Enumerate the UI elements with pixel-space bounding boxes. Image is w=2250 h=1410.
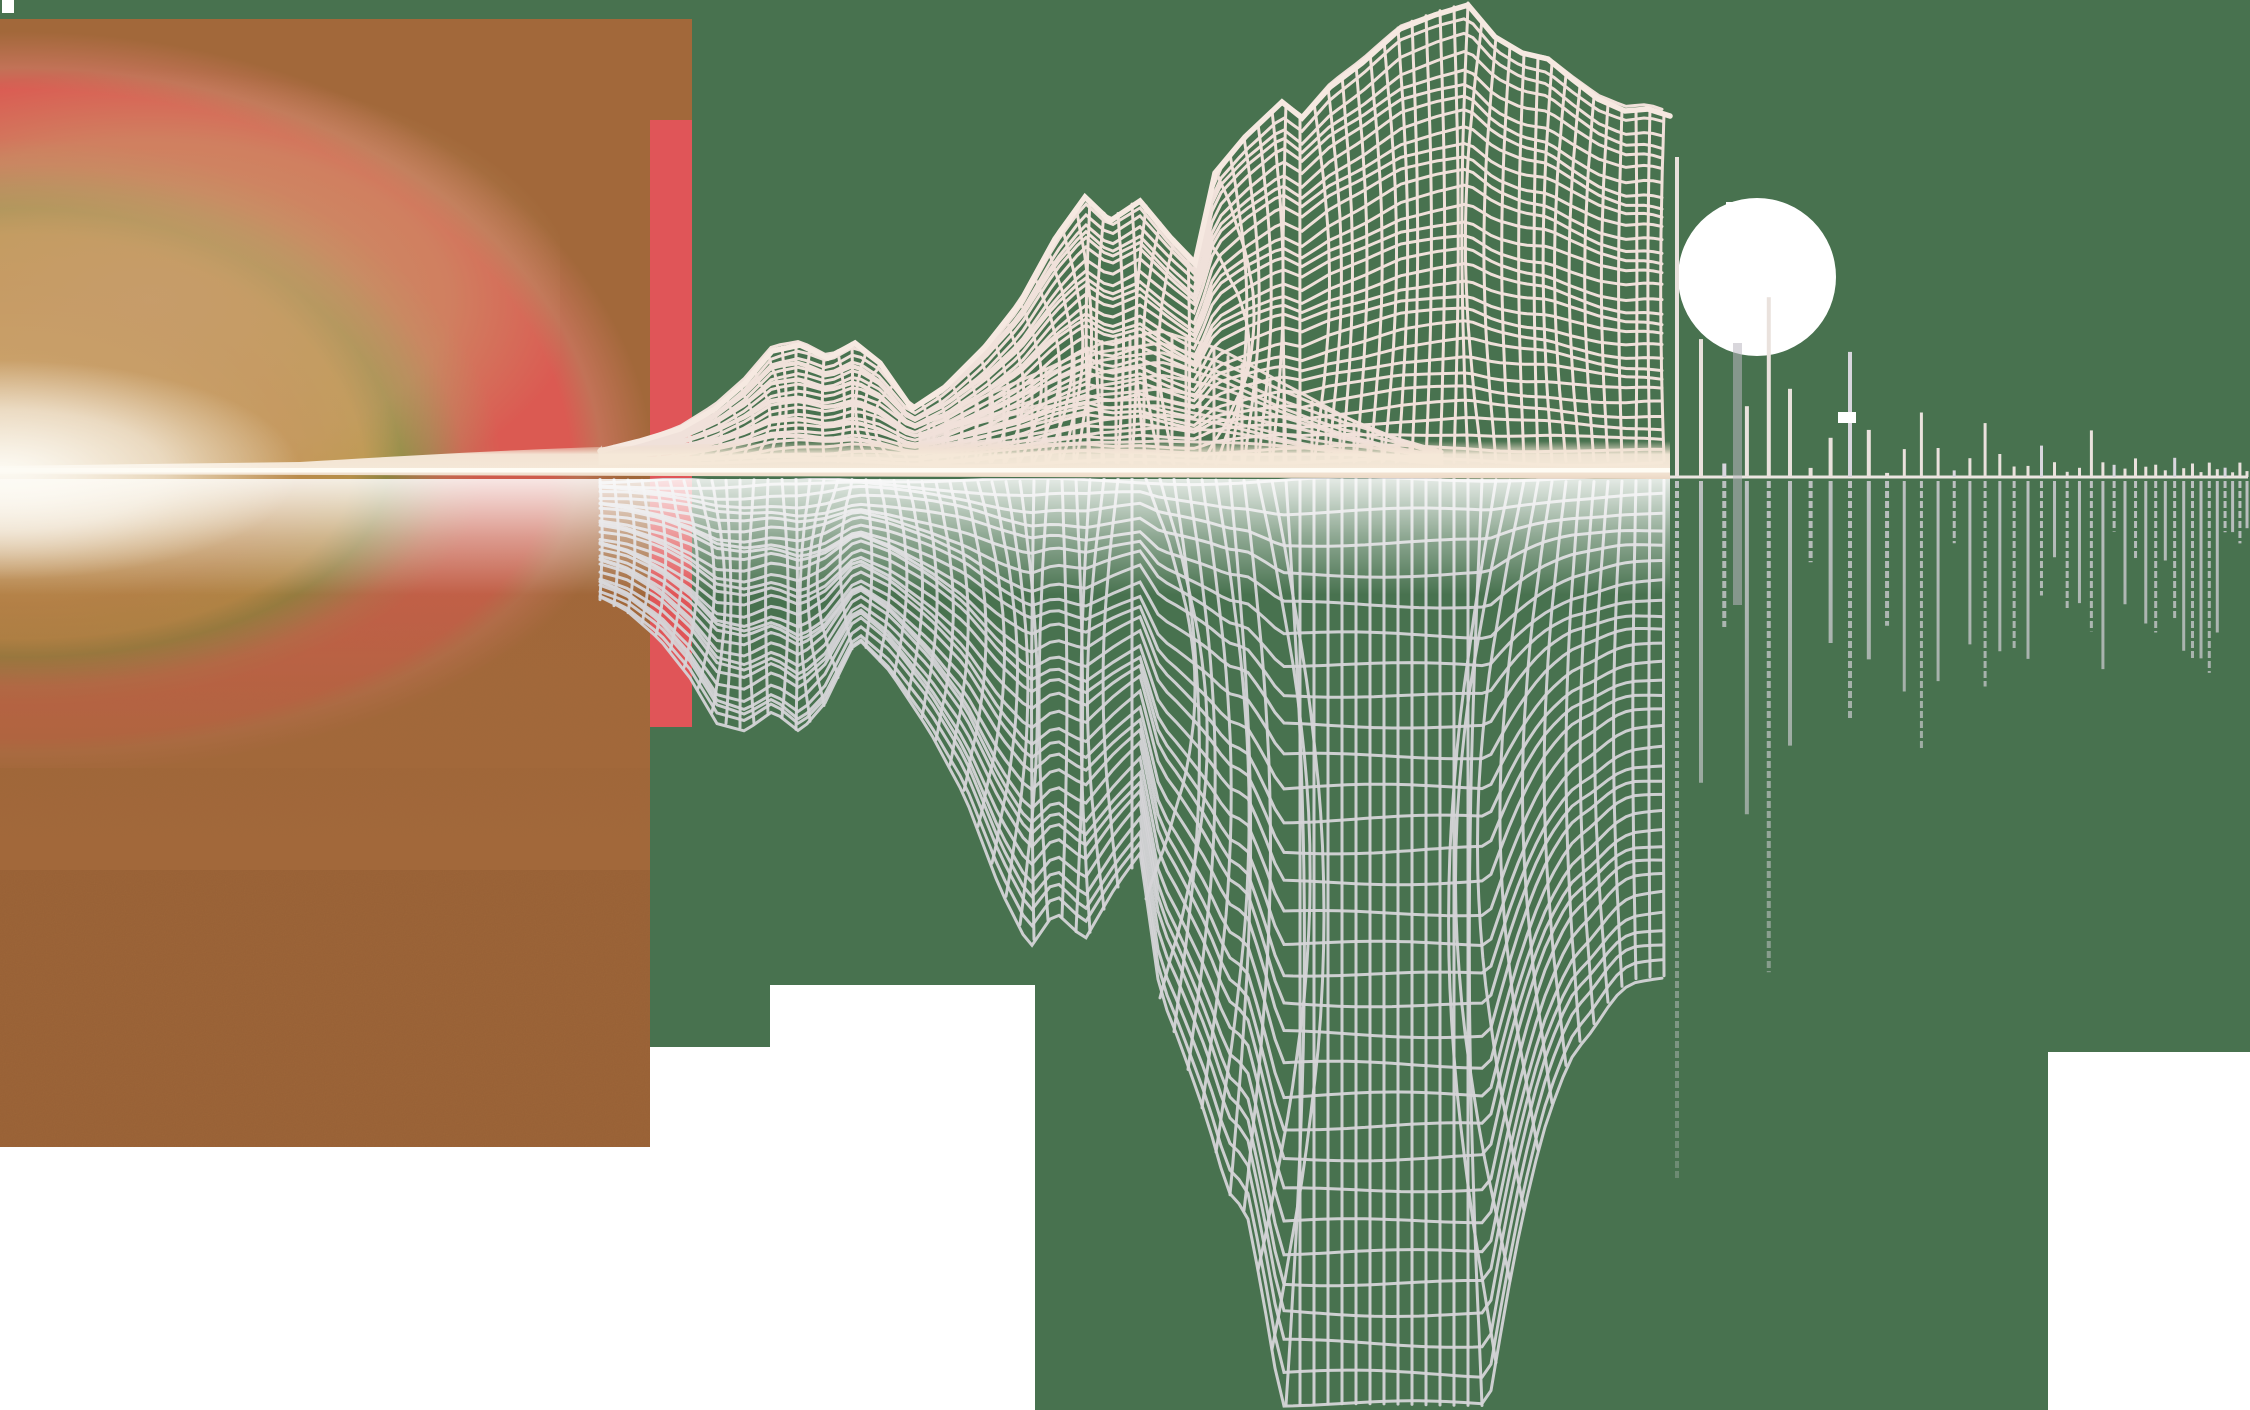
- waveform-bar: [1936, 448, 1940, 477]
- waveform-bar: [2238, 462, 2242, 477]
- waveform-bar: [1744, 406, 1749, 477]
- waveform-bar: [1919, 412, 1923, 477]
- white-rect-bottom-left: [0, 1147, 650, 1410]
- waterline-core-line: [0, 468, 1670, 473]
- waveform-axis-line: [1670, 475, 2248, 479]
- waveform-bar: [2182, 468, 2186, 477]
- waveform-bar: [2065, 471, 2069, 477]
- waveform-bar: [2154, 464, 2158, 477]
- horizon-band: [0, 350, 1670, 590]
- waveform-bar: [2163, 470, 2167, 477]
- waveform-bar: [2101, 462, 2105, 477]
- waveform-bar: [2026, 465, 2030, 477]
- waveform-bar: [2112, 464, 2116, 477]
- waveform-bar: [1885, 472, 1890, 477]
- waveform-bar: [1808, 467, 1813, 477]
- white-rect-bottom-right: [2048, 1052, 2250, 1410]
- waveform-bar: [2207, 462, 2211, 477]
- waveform-bar: [1998, 454, 2002, 477]
- waveform-bar: [1675, 157, 1679, 477]
- waveform-bar: [2245, 471, 2249, 477]
- waveform-bar: [1983, 423, 1987, 477]
- floating-artifacts: [1726, 202, 1856, 605]
- waveform-bar: [2191, 463, 2194, 477]
- waveform-bar: [2123, 468, 2127, 477]
- waterline-left-glow: [0, 350, 320, 590]
- white-rect-bottom-mid-b: [770, 985, 1035, 1410]
- sun-circle: [1678, 198, 1836, 356]
- waveform-bar: [1766, 297, 1771, 477]
- waveform-bar: [1902, 449, 1906, 477]
- waveform-bar: [2134, 458, 2137, 477]
- waveform-bar: [2223, 467, 2227, 477]
- waveform-bar: [2215, 469, 2219, 477]
- waveform-bar: [1722, 463, 1727, 477]
- waveform-bar: [2144, 466, 2148, 477]
- waveform-bar: [2040, 445, 2043, 477]
- waveform-bar: [1968, 458, 1972, 477]
- waveform-bar: [1699, 339, 1703, 477]
- waveform-bar: [2199, 472, 2203, 477]
- white-chip-top-left: [2, 0, 14, 13]
- waveform-bar: [2078, 467, 2081, 477]
- white-square-artifact: [1838, 412, 1856, 423]
- waveform-bar: [2012, 466, 2016, 477]
- waveform-bar: [1952, 470, 1956, 477]
- waveform-bar: [1788, 388, 1792, 477]
- waveform-bar: [2089, 430, 2093, 477]
- white-rect-bottom-mid-a: [650, 1047, 784, 1410]
- waveform-bar-reflections: [1675, 481, 2249, 1180]
- waveform-bar: [1828, 437, 1833, 477]
- waveform-bar: [1866, 429, 1871, 477]
- white-square-artifact: [1726, 202, 1737, 213]
- waveform-bar: [2173, 457, 2177, 477]
- waveform-bar: [2053, 462, 2056, 477]
- wide-gray-bar: [1733, 343, 1742, 605]
- waveform-bar: [2231, 472, 2235, 477]
